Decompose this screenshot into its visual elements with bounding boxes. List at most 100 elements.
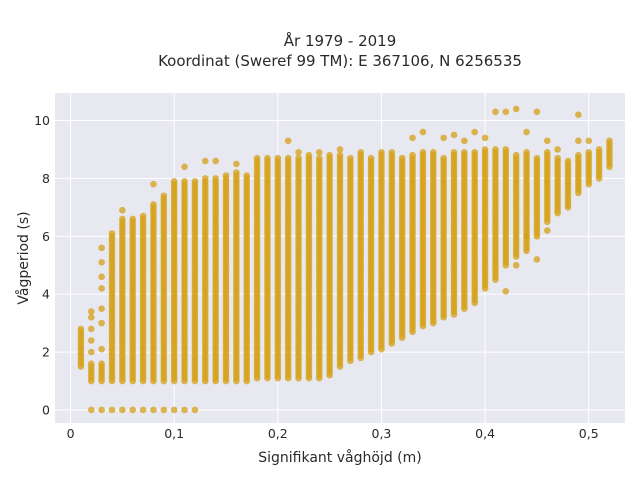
y-axis-title: Vågperiod (s) [15,211,32,304]
data-point [129,215,137,223]
x-tick-label: 0 [67,426,75,441]
data-point [492,146,499,153]
data-point [564,157,572,165]
data-point [512,261,520,269]
data-point [181,163,188,171]
data-point [295,154,302,162]
data-point [575,151,582,159]
data-point [336,146,344,153]
data-point [419,149,427,156]
data-point [77,325,85,333]
data-point [533,256,541,263]
data-point [191,177,199,185]
data-point [388,149,396,156]
data-point [87,325,95,333]
x-tick-label: 0,4 [475,426,495,441]
data-point [585,149,593,156]
data-point [409,134,416,142]
x-tick-labels: 0 0,1 0,2 0,3 0,4 0,5 [67,426,599,441]
data-point [212,175,219,182]
y-tick-label: 10 [34,113,50,128]
data-point [98,259,105,266]
data-point [326,151,333,159]
data-point [471,149,479,156]
data-point [253,154,261,162]
data-point [150,180,157,188]
data-point [191,406,199,414]
data-point [543,227,551,234]
data-point [170,406,178,414]
chart-subtitle: Koordinat (Sweref 99 TM): E 367106, N 62… [158,52,522,70]
data-point [440,134,447,142]
data-point [523,149,530,156]
data-point [212,157,219,165]
data-point [98,305,105,312]
data-point [233,169,240,176]
data-point [512,105,520,113]
data-point [87,337,95,344]
data-point [98,244,105,252]
chart-title: År 1979 - 2019 [284,31,397,50]
data-point [274,154,282,162]
data-point [201,175,209,182]
data-point [575,137,582,145]
data-point [233,160,240,168]
data-point [139,212,147,220]
data-point [108,406,116,414]
data-point [295,149,302,156]
data-points [77,105,613,414]
data-point [87,308,95,315]
x-axis-title: Signifikant våghöjd (m) [258,449,421,466]
data-point [98,406,105,414]
data-point [119,215,126,223]
data-point [606,137,613,145]
data-point [543,149,551,156]
data-point [170,177,178,185]
data-point [160,192,168,200]
data-point [367,154,375,162]
data-point [471,128,479,136]
data-point [150,406,157,414]
data-point [98,345,105,353]
data-point [315,154,323,162]
data-point [502,287,510,295]
data-point [378,149,385,156]
data-point [429,149,437,156]
data-point [98,319,105,327]
data-point [492,108,499,116]
data-point [264,154,271,162]
data-point [98,360,105,367]
data-point [398,154,406,162]
data-point [461,137,468,145]
data-point [502,108,510,116]
data-point [440,154,447,162]
data-point [512,151,520,159]
data-point [523,128,530,136]
data-point [87,406,95,414]
x-tick-label: 0,1 [164,426,184,441]
data-point [502,146,510,153]
data-point [119,406,126,414]
data-point [575,111,582,119]
data-point [119,206,126,214]
data-point [181,177,188,185]
data-point [461,149,468,156]
data-point [533,154,541,162]
data-point [98,285,105,292]
x-tick-label: 0,3 [372,426,392,441]
data-point [450,149,458,156]
data-point [160,406,168,414]
y-tick-label: 0 [42,402,50,417]
data-point [585,137,593,145]
data-point [336,151,344,159]
data-point [87,314,95,321]
y-tick-labels: 0 2 4 6 8 10 [34,113,50,417]
data-point [554,154,561,162]
data-point [595,146,603,153]
data-point [481,134,489,142]
data-point [409,151,416,159]
data-point [150,201,157,208]
data-point [554,146,561,153]
data-point [139,406,147,414]
